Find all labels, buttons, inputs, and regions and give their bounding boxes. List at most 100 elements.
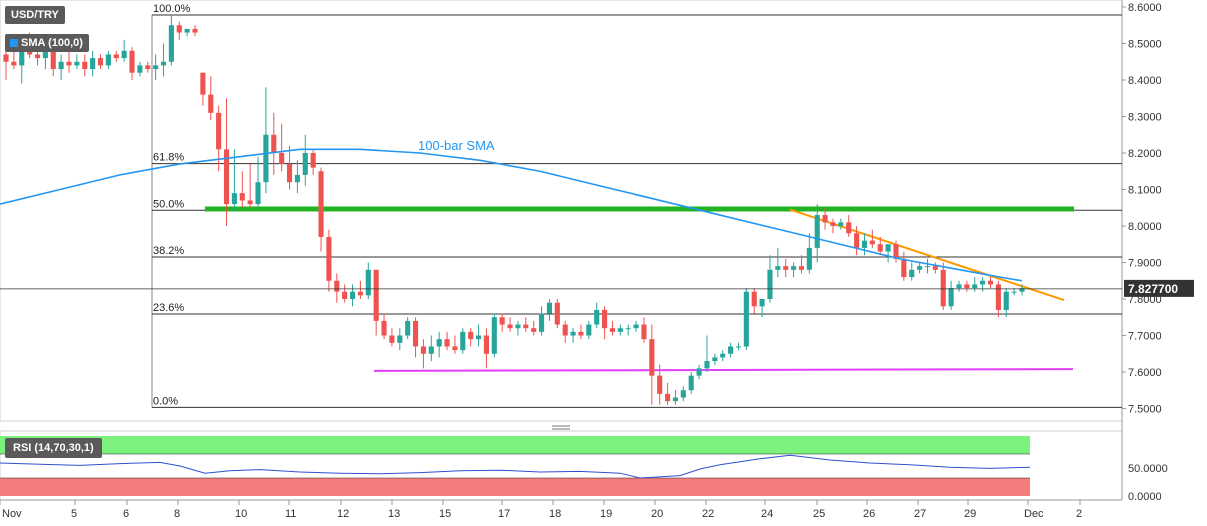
candle-body bbox=[625, 328, 631, 330]
candle-body bbox=[570, 331, 576, 336]
y-tick-label: 8.1000 bbox=[1128, 185, 1162, 197]
candle-body bbox=[373, 269, 379, 321]
rsi-overbought-zone bbox=[0, 436, 1030, 454]
sma-indicator-badge[interactable]: SMA (100,0) bbox=[5, 34, 89, 52]
candle-body bbox=[145, 65, 151, 70]
x-tick-label: 12 bbox=[337, 508, 349, 520]
x-tick-label: 27 bbox=[914, 508, 926, 520]
candle-body bbox=[814, 215, 820, 248]
candle-body bbox=[27, 50, 33, 55]
candle-body bbox=[940, 269, 946, 307]
candle-body bbox=[428, 346, 434, 354]
candle-body bbox=[452, 346, 458, 351]
candle-body bbox=[798, 266, 805, 270]
candle-body bbox=[334, 280, 340, 292]
candle-body bbox=[964, 284, 970, 289]
candle-body bbox=[247, 200, 253, 205]
candle-body bbox=[420, 346, 426, 354]
y-tick-label: 8.3000 bbox=[1128, 112, 1162, 124]
candle-body bbox=[271, 134, 277, 153]
candle-body bbox=[129, 50, 135, 73]
candle-body bbox=[972, 284, 978, 289]
candle-body bbox=[499, 317, 505, 325]
fib-level-label: 61.8% bbox=[153, 152, 184, 164]
x-tick-label: Nov bbox=[2, 508, 22, 520]
candle-body bbox=[917, 266, 923, 270]
x-tick-label: 8 bbox=[174, 508, 180, 520]
candle-body bbox=[200, 72, 206, 95]
candle-body bbox=[924, 266, 931, 268]
candle-body bbox=[279, 153, 285, 164]
candle-body bbox=[791, 266, 797, 270]
candle-body bbox=[854, 233, 860, 248]
candle-body bbox=[720, 353, 726, 358]
x-tick-label: 20 bbox=[651, 508, 663, 520]
candle-body bbox=[176, 25, 182, 33]
symbol-badge[interactable]: USD/TRY bbox=[5, 6, 65, 24]
x-tick-label: 11 bbox=[285, 508, 296, 520]
candle-body bbox=[405, 320, 411, 336]
candle-body bbox=[735, 346, 742, 348]
x-tick-label: 18 bbox=[549, 508, 561, 520]
magenta-support-line bbox=[373, 368, 1074, 372]
candle-body bbox=[19, 50, 25, 66]
y-tick-label: 8.6000 bbox=[1128, 2, 1162, 14]
x-tick-label: 29 bbox=[964, 508, 976, 520]
x-tick-label: 17 bbox=[498, 508, 510, 520]
y-tick-label: 7.6000 bbox=[1128, 367, 1162, 379]
rsi-indicator-badge[interactable]: RSI (14,70,30,1) bbox=[5, 438, 102, 458]
candle-body bbox=[995, 284, 1001, 310]
candle-body bbox=[759, 299, 765, 307]
y-tick-label: 8.4000 bbox=[1128, 75, 1162, 87]
candle-body bbox=[50, 47, 56, 70]
candle-body bbox=[980, 280, 986, 285]
candle-body bbox=[932, 266, 938, 270]
candle-body bbox=[153, 65, 159, 70]
x-tick-label: Dec bbox=[1024, 508, 1044, 520]
sma-indicator-label: SMA (100,0) bbox=[21, 37, 83, 49]
candle-body bbox=[987, 280, 994, 285]
candle-body bbox=[743, 291, 749, 347]
candle-body bbox=[531, 328, 537, 332]
candle-body bbox=[326, 236, 332, 281]
candle-body bbox=[649, 339, 655, 376]
candle-body bbox=[783, 266, 789, 270]
candle-body bbox=[861, 240, 868, 248]
candle-body bbox=[696, 368, 702, 376]
candle-body bbox=[1003, 291, 1009, 310]
candle-body bbox=[665, 393, 671, 402]
candle-body bbox=[822, 215, 828, 223]
candle-body bbox=[657, 375, 663, 394]
candle-body bbox=[468, 331, 474, 340]
candle-body bbox=[728, 346, 734, 354]
candle-body bbox=[680, 390, 686, 398]
candle-body bbox=[82, 61, 88, 70]
candle-body bbox=[397, 335, 403, 343]
green-support-zone bbox=[205, 206, 1074, 212]
candle-body bbox=[806, 247, 812, 270]
candle-body bbox=[460, 331, 466, 351]
candle-body bbox=[893, 244, 899, 259]
candle-body bbox=[830, 222, 836, 226]
rsi-oversold-zone bbox=[0, 478, 1030, 496]
candle-body bbox=[846, 222, 852, 234]
candle-body bbox=[586, 324, 592, 336]
rsi-tick-label: 0.0000 bbox=[1128, 491, 1162, 503]
candle-body bbox=[885, 244, 891, 252]
candle-body bbox=[34, 54, 41, 59]
x-tick-label: 26 bbox=[863, 508, 875, 520]
candle-body bbox=[160, 61, 167, 66]
y-tick-label: 8.5000 bbox=[1128, 39, 1162, 51]
candle-body bbox=[1019, 288, 1025, 292]
candle-body bbox=[168, 25, 174, 62]
candle-body bbox=[956, 284, 962, 289]
candle-body bbox=[11, 61, 17, 66]
fib-level-label: 23.6% bbox=[153, 302, 184, 314]
candle-body bbox=[672, 397, 679, 402]
candle-body bbox=[507, 324, 513, 329]
candle-body bbox=[389, 335, 395, 343]
x-tick-label: 19 bbox=[600, 508, 612, 520]
candle-body bbox=[602, 309, 608, 329]
y-tick-label: 8.0000 bbox=[1128, 221, 1162, 233]
candle-body bbox=[105, 54, 111, 66]
